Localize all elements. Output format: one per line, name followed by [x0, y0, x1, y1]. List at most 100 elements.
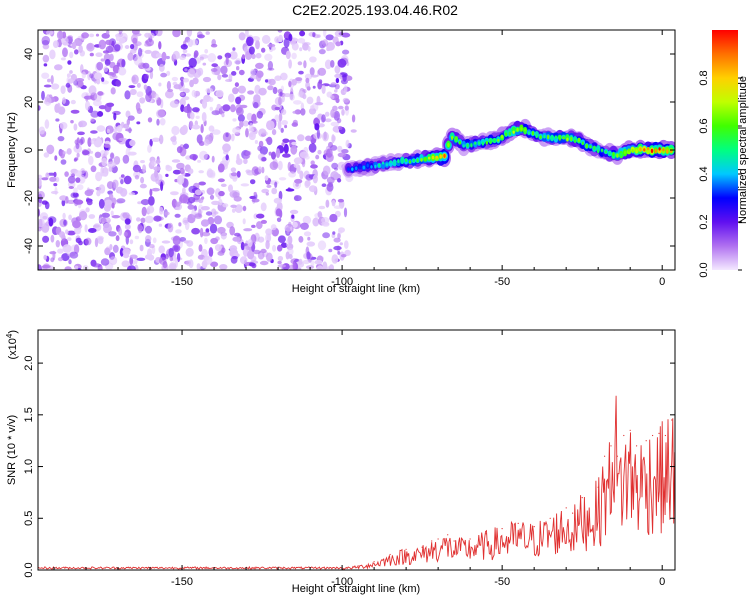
noise-blob	[312, 32, 316, 38]
noise-blob	[60, 57, 66, 61]
noise-blob	[314, 123, 320, 131]
noise-blob	[103, 53, 111, 61]
noise-blob	[309, 67, 315, 76]
noise-blob	[189, 153, 198, 160]
noise-blob	[121, 260, 130, 268]
ridge-blob	[643, 148, 646, 152]
noise-blob	[76, 184, 84, 191]
noise-blob	[88, 85, 97, 96]
noise-blob	[316, 34, 321, 38]
noise-blob	[297, 61, 303, 66]
noise-blob	[172, 244, 181, 253]
noise-blob	[165, 253, 169, 260]
noise-blob	[345, 139, 350, 148]
snr-data-point	[671, 419, 673, 421]
noise-blob	[151, 187, 160, 192]
noise-blob	[308, 107, 317, 115]
snr-data-point	[517, 522, 519, 525]
noise-blob	[266, 120, 275, 131]
noise-blob	[57, 248, 64, 254]
noise-blob	[148, 196, 155, 206]
noise-blob	[235, 96, 242, 105]
noise-blob	[213, 215, 223, 225]
noise-blob	[232, 127, 241, 134]
noise-blob	[90, 138, 96, 145]
ridge-blob	[547, 134, 550, 140]
noise-blob	[199, 150, 208, 161]
noise-blob	[285, 239, 290, 248]
noise-blob	[303, 60, 307, 69]
noise-blob	[182, 217, 189, 225]
spectrogram-y-title: Frequency (Hz)	[6, 112, 18, 188]
noise-blob	[175, 229, 182, 234]
ridge-blob	[380, 161, 386, 170]
noise-blob	[90, 110, 100, 118]
noise-blob	[215, 89, 224, 98]
noise-blob	[125, 128, 133, 132]
ridge-blob	[366, 163, 369, 168]
snr-data-point	[597, 486, 599, 488]
noise-blob	[128, 192, 136, 196]
noise-blob	[69, 51, 74, 59]
noise-blob	[88, 214, 96, 219]
noise-blob	[330, 60, 335, 68]
noise-blob	[104, 149, 109, 156]
snr-scale-exponent: 4	[5, 333, 14, 338]
noise-blob	[146, 205, 155, 214]
noise-blob	[87, 43, 93, 50]
noise-blob	[94, 237, 99, 248]
ridge-blob	[447, 142, 450, 148]
noise-blob	[255, 39, 260, 50]
noise-blob	[261, 188, 270, 194]
noise-blob	[185, 247, 194, 257]
noise-blob	[328, 248, 333, 253]
ridge-blob	[654, 148, 657, 153]
noise-blob	[201, 196, 205, 200]
ridge-blob	[600, 148, 604, 153]
noise-blob	[251, 224, 256, 228]
y-tick-label: 40	[23, 48, 35, 60]
noise-blob	[231, 208, 236, 213]
noise-blob	[293, 100, 302, 105]
noise-blob	[310, 164, 318, 169]
noise-blob	[159, 206, 164, 215]
noise-blob	[303, 231, 312, 237]
noise-blob	[181, 124, 188, 135]
noise-blob	[309, 56, 317, 63]
ridge-blob	[431, 155, 435, 160]
noise-blob	[232, 236, 241, 242]
noise-blob	[147, 32, 155, 39]
noise-blob	[42, 54, 50, 63]
ridge-blob	[420, 157, 423, 162]
noise-blob	[161, 51, 167, 62]
noise-blob	[185, 53, 191, 57]
noise-blob	[292, 221, 298, 228]
noise-blob	[43, 152, 50, 158]
noise-blob	[166, 80, 171, 91]
noise-blob	[239, 121, 244, 128]
noise-blob	[73, 158, 77, 162]
noise-blob	[64, 266, 72, 270]
noise-blob	[265, 192, 269, 196]
noise-blob	[230, 172, 238, 177]
ridge-blob	[477, 141, 481, 145]
snr-data-point	[453, 540, 455, 542]
noise-blob	[111, 202, 115, 209]
noise-blob	[67, 60, 72, 65]
colorbar: 0.0 0.2 0.4 0.6 0.8 Normalized spectral ampl…	[698, 30, 749, 278]
noise-blob	[60, 85, 66, 94]
noise-blob	[326, 91, 333, 98]
snr-data-point	[610, 445, 612, 447]
noise-blob	[57, 102, 61, 112]
noise-blob	[155, 30, 163, 37]
noise-blob	[48, 217, 54, 227]
ridge-blob	[470, 143, 473, 148]
noise-blob	[260, 202, 267, 212]
noise-blob	[114, 44, 121, 52]
ridge-blob	[554, 135, 558, 139]
noise-blob	[59, 122, 68, 130]
noise-blob	[152, 237, 157, 244]
noise-blob	[248, 131, 256, 141]
snr-plot: -150 -100 -50 0 0.0 0.5 1.0 1.5 2.0 Height of s…	[5, 329, 676, 595]
noise-blob	[53, 183, 58, 187]
